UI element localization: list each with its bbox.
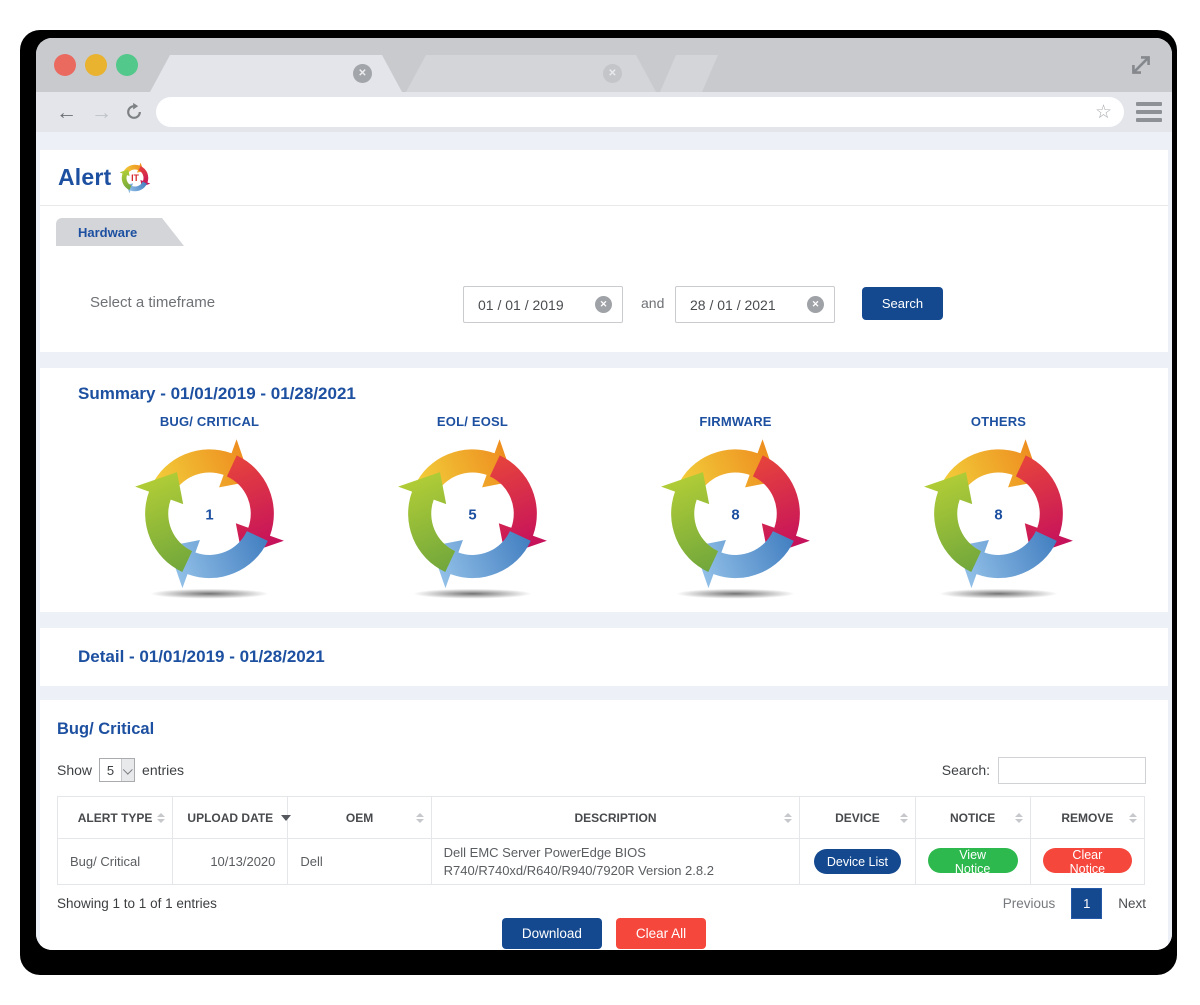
summary-title: Summary - 01/01/2019 - 01/28/2021 <box>78 384 356 403</box>
column-header-remove[interactable]: REMOVE <box>1029 796 1146 839</box>
timeframe-label: Select a timeframe <box>90 294 216 311</box>
clear-date-icon[interactable]: ✕ <box>807 296 824 313</box>
page-size-control: Show 5 entries <box>57 758 184 782</box>
sort-icon <box>784 812 793 823</box>
sort-icon <box>899 812 908 823</box>
tab-close-icon[interactable]: ✕ <box>353 64 372 83</box>
summary-count: 8 <box>731 507 739 523</box>
cell-description: Dell EMC Server PowerEdge BIOS R740/R740… <box>430 838 801 885</box>
tab-hardware-label: Hardware <box>78 224 138 240</box>
clear-notice-button[interactable]: Clear Notice <box>1042 847 1132 876</box>
table-header-row: ALERT TYPE UPLOAD DATE OEM DESCRIPTION D… <box>56 796 1146 839</box>
summary-item-firmware: FIRMWARE 8 <box>604 414 867 603</box>
column-header-oem[interactable]: OEM <box>287 796 432 839</box>
column-header-notice[interactable]: NOTICE <box>914 796 1031 839</box>
date-from-input[interactable]: 01 / 01 / 2019 ✕ <box>463 286 623 323</box>
clear-all-button[interactable]: Clear All <box>615 918 707 949</box>
table-actions: Download Clear All <box>40 918 1168 949</box>
pagination: Previous 1 Next <box>1003 888 1146 919</box>
close-window-button[interactable] <box>54 54 76 76</box>
detail-card: Detail - 01/01/2019 - 01/28/2021 <box>40 628 1168 686</box>
cycle-arrows-icon: 5 <box>390 431 555 599</box>
browser-tab-inactive[interactable]: ✕ <box>406 55 656 92</box>
svg-text:IT: IT <box>131 173 139 183</box>
tab-close-icon[interactable]: ✕ <box>603 64 622 83</box>
bookmark-star-icon[interactable]: ☆ <box>1094 101 1112 123</box>
summary-card: Summary - 01/01/2019 - 01/28/2021 BUG/ C… <box>40 368 1168 612</box>
and-label: and <box>641 295 665 311</box>
cell-alert-type: Bug/ Critical <box>56 838 174 885</box>
column-header-alert-type[interactable]: ALERT TYPE <box>56 796 174 839</box>
cycle-arrows-icon: 1 <box>127 431 292 599</box>
table-footer: Showing 1 to 1 of 1 entries Previous 1 N… <box>57 888 1146 919</box>
table-title: Bug/ Critical <box>57 720 155 738</box>
summary-item-bug-critical: BUG/ CRITICAL 1 <box>78 414 341 603</box>
device-list-button[interactable]: Device List <box>813 849 901 874</box>
bug-critical-card: Bug/ Critical Show 5 entries Search: <box>40 700 1168 950</box>
browser-window: ✕ ✕ ← → ☆ Alert <box>36 38 1172 950</box>
table-search-label: Search: <box>941 762 990 778</box>
tab-hardware[interactable]: Hardware <box>56 218 184 246</box>
browser-titlebar: ✕ ✕ <box>36 38 1172 92</box>
summary-count: 1 <box>205 507 213 523</box>
fullscreen-icon[interactable] <box>1128 52 1154 78</box>
download-button[interactable]: Download <box>501 918 602 949</box>
browser-tab-active[interactable]: ✕ <box>150 55 402 92</box>
filter-card: Alert IT Hardware Select a timeframe 01 … <box>40 150 1168 352</box>
table-row: Bug/ Critical 10/13/2020 Dell Dell EMC S… <box>56 838 1146 885</box>
forward-icon[interactable]: → <box>91 100 112 124</box>
detail-title: Detail - 01/01/2019 - 01/28/2021 <box>78 647 325 666</box>
chevron-down-icon <box>121 759 135 781</box>
app-header: Alert IT <box>40 150 1168 206</box>
date-to-value: 28 / 01 / 2021 <box>690 296 776 313</box>
sort-icon <box>1014 812 1023 823</box>
cycle-arrows-icon: 8 <box>653 431 818 599</box>
column-header-device[interactable]: DEVICE <box>799 796 916 839</box>
sort-icon <box>415 812 424 823</box>
new-tab-button[interactable] <box>660 55 718 92</box>
search-button[interactable]: Search <box>862 287 943 320</box>
pagination-previous[interactable]: Previous <box>1002 896 1056 911</box>
summary-row: BUG/ CRITICAL 1 EOL/ EOSL 5 <box>78 414 1168 603</box>
brand-logo-icon: IT <box>118 161 152 195</box>
traffic-lights <box>54 54 138 76</box>
page-size-value: 5 <box>106 762 115 778</box>
view-notice-button[interactable]: View Notice <box>927 847 1018 876</box>
summary-item-eol-eosl: EOL/ EOSL 5 <box>341 414 604 603</box>
summary-item-others: OTHERS 8 <box>867 414 1130 603</box>
zoom-window-button[interactable] <box>116 54 138 76</box>
table-controls: Show 5 entries Search: <box>57 756 1146 784</box>
back-icon[interactable]: ← <box>56 100 77 124</box>
table-search-input[interactable] <box>998 756 1146 784</box>
minimize-window-button[interactable] <box>85 54 107 76</box>
cell-upload-date: 10/13/2020 <box>172 838 289 885</box>
browser-toolbar: ← → ☆ <box>36 92 1172 132</box>
sort-icon <box>1129 812 1137 823</box>
entries-label: entries <box>142 762 185 778</box>
pagination-next[interactable]: Next <box>1118 896 1146 911</box>
cycle-arrows-icon: 8 <box>916 431 1081 599</box>
sort-icon <box>157 812 166 823</box>
page-content: Alert IT Hardware Select a timeframe 01 … <box>36 132 1172 950</box>
sort-descending-icon <box>281 814 292 821</box>
date-to-input[interactable]: 28 / 01 / 2021 ✕ <box>675 286 835 323</box>
alerts-table: ALERT TYPE UPLOAD DATE OEM DESCRIPTION D… <box>56 796 1146 885</box>
table-search: Search: <box>941 756 1146 784</box>
clear-date-icon[interactable]: ✕ <box>595 296 612 313</box>
show-label: Show <box>57 762 93 778</box>
address-bar[interactable]: ☆ <box>156 97 1124 127</box>
summary-count: 8 <box>994 507 1002 523</box>
pagination-page-1[interactable]: 1 <box>1071 888 1103 919</box>
refresh-icon[interactable] <box>124 102 144 122</box>
summary-count: 5 <box>468 507 476 523</box>
showing-entries-text: Showing 1 to 1 of 1 entries <box>57 896 217 911</box>
date-from-value: 01 / 01 / 2019 <box>478 296 564 313</box>
cell-oem: Dell <box>287 838 432 885</box>
column-header-upload-date[interactable]: UPLOAD DATE <box>172 796 292 839</box>
brand-text: Alert <box>58 164 112 190</box>
column-header-description[interactable]: DESCRIPTION <box>430 796 801 839</box>
page-size-select[interactable]: 5 <box>99 758 136 782</box>
browser-menu-icon[interactable] <box>1136 102 1162 122</box>
